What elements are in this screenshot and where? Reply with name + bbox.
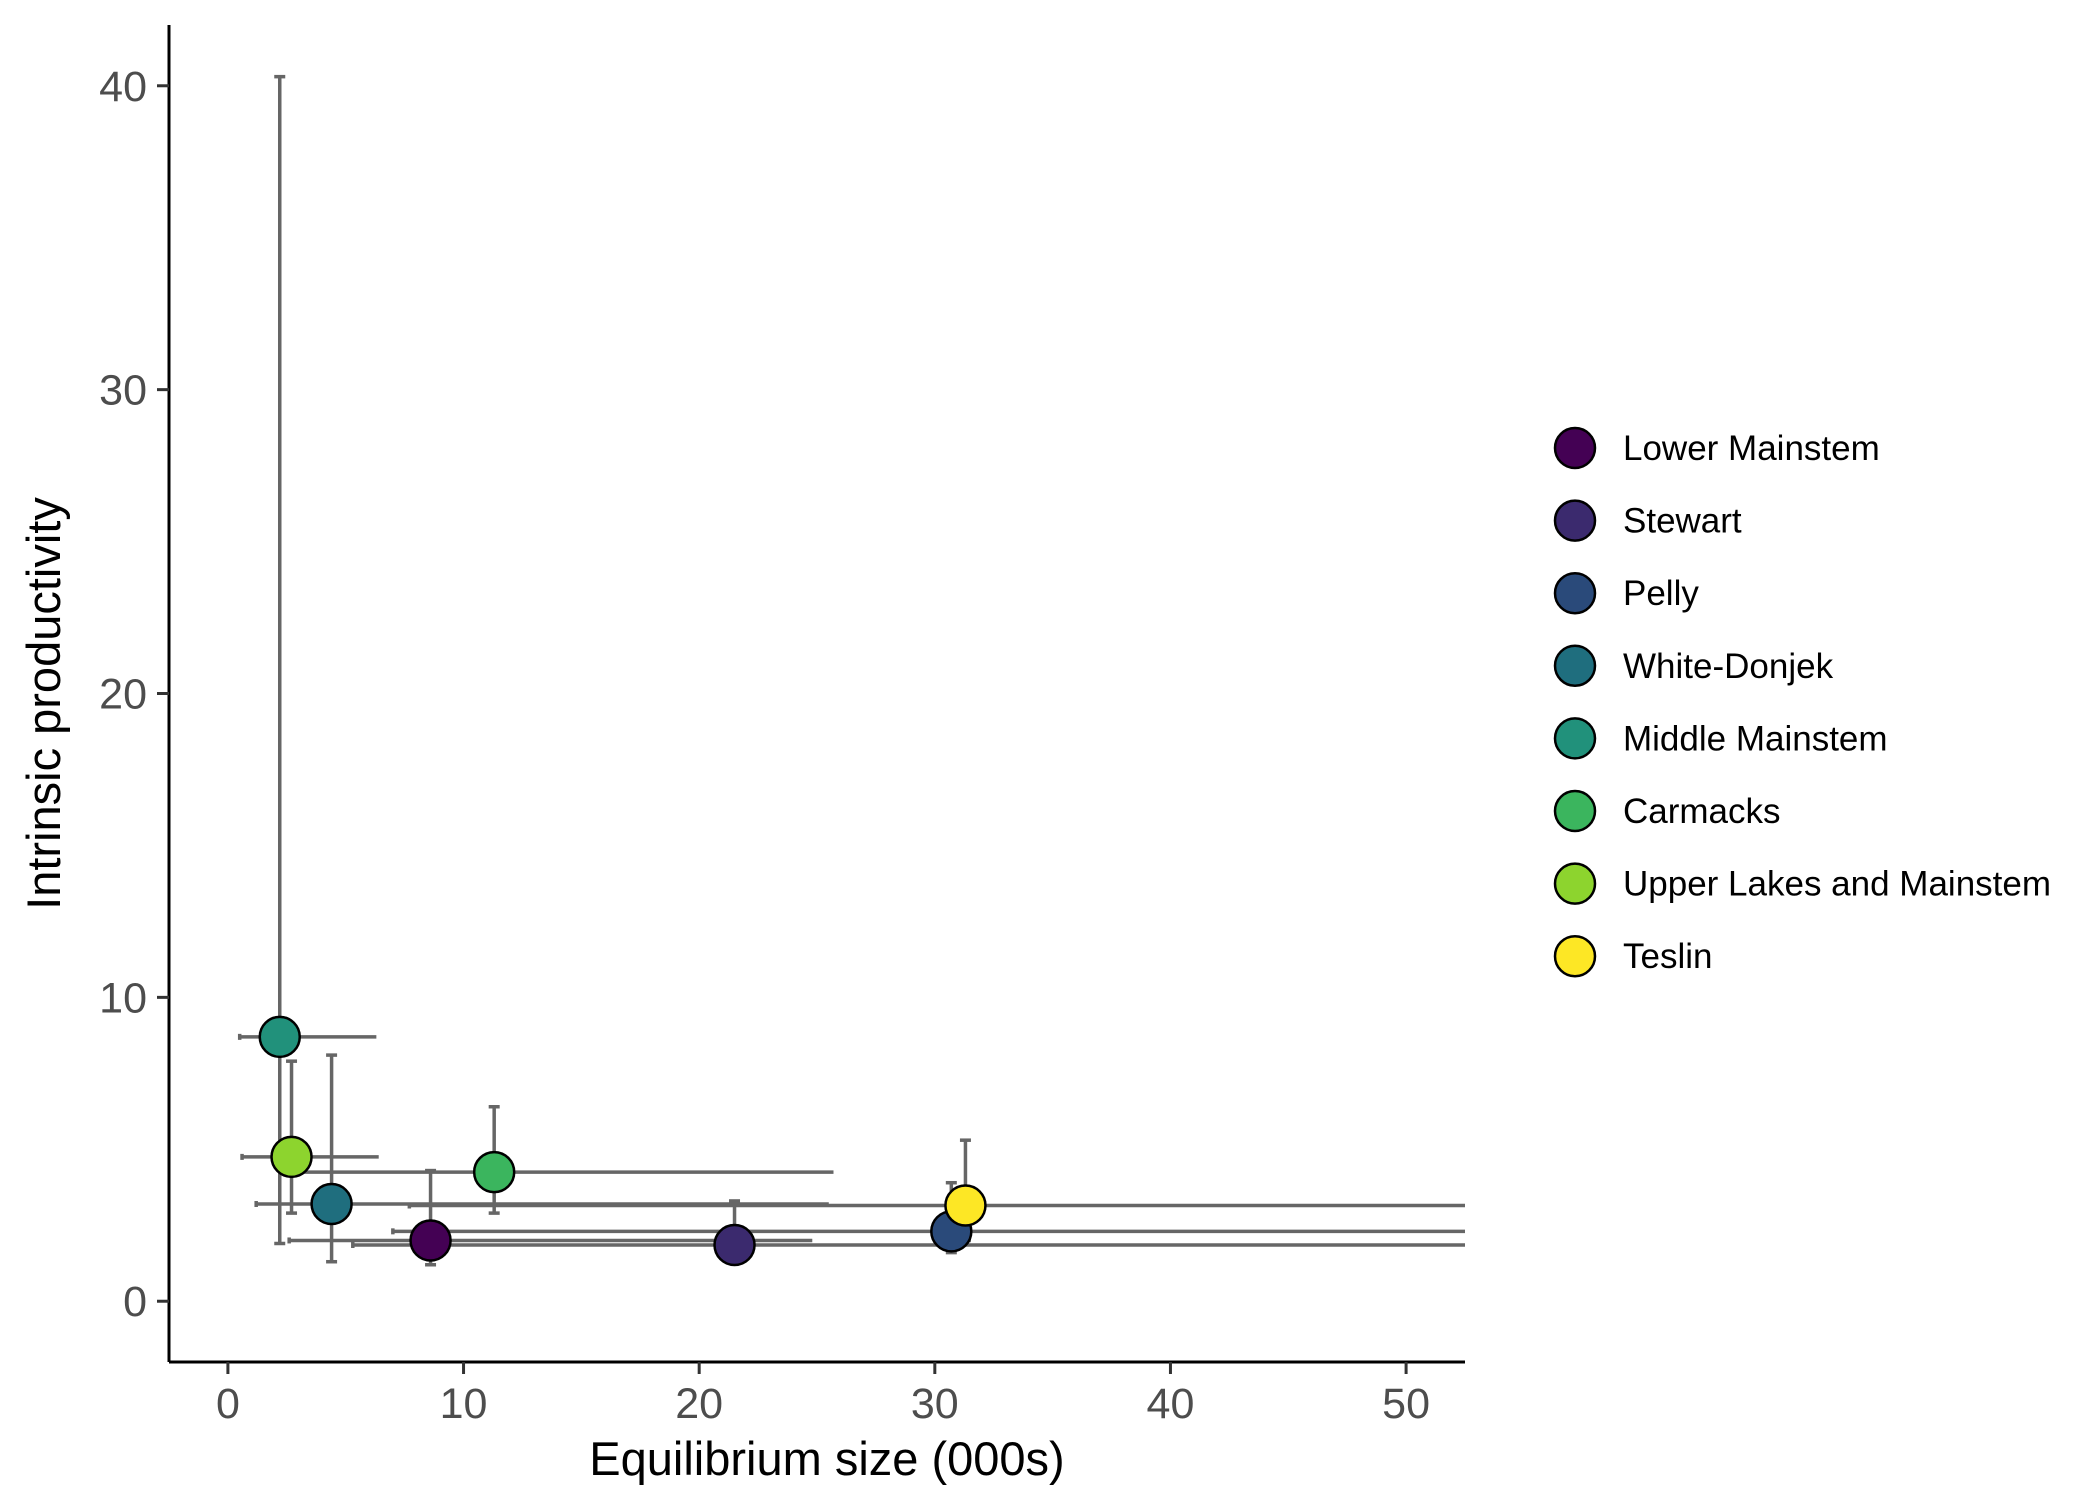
data-point [270,1135,313,1179]
x-tick-label: 40 [1147,1380,1195,1428]
y-tick-label: 30 [99,367,147,415]
x-tick-label: 50 [1382,1380,1430,1428]
x-tick-label: 10 [440,1380,488,1428]
legend-label: Pelly [1623,574,1699,613]
legend-item: Teslin [1553,934,1712,978]
legend-key [1553,644,1597,688]
legend-key [1553,789,1597,833]
y-tick-label: 10 [99,974,147,1022]
legend-key [1553,426,1597,470]
legend-item: Middle Mainstem [1553,717,1888,760]
y-tick-label: 0 [123,1278,147,1326]
axes: 0 10 20 30 40 50 0 10 20 30 40 Equilibrium size (… [17,25,1465,1485]
error-bar [237,74,377,1246]
x-axis-title: Equilibrium size (000s) [589,1432,1064,1485]
x-axis-ticks: 0 10 20 30 40 50 [216,1362,1430,1428]
legend-key [1553,717,1597,760]
legend-item: White-Donjek [1553,644,1834,688]
x-tick-label: 30 [911,1380,959,1428]
legend-key [1553,934,1597,978]
data-point [310,1182,353,1226]
legend-item: Upper Lakes and Mainstem [1553,862,2051,905]
legend-label: Lower Mainstem [1623,429,1880,468]
legend-item: Pelly [1553,571,1699,615]
data-point [409,1219,452,1262]
data-point [258,1015,301,1059]
y-axis-ticks: 0 10 20 30 40 [99,63,169,1326]
legend-key [1553,862,1597,905]
data-points [258,1015,987,1267]
y-tick-label: 40 [99,63,147,111]
legend-item: Stewart [1553,499,1742,542]
error-bar [351,1199,1465,1255]
legend-label: Stewart [1623,502,1742,541]
error-bar [240,1059,379,1215]
legend: Lower Mainstem Stewart Pelly White-Donjek Mi… [1553,426,2051,978]
legend-label: Middle Mainstem [1623,719,1888,758]
y-tick-label: 20 [99,671,147,719]
error-bar [287,1105,834,1215]
y-axis-title: Intrinsic productivity [17,497,70,910]
data-point [944,1184,987,1227]
legend-key [1553,571,1597,615]
data-point [472,1150,516,1194]
legend-item: Carmacks [1553,789,1781,833]
legend-label: Carmacks [1623,792,1781,831]
data-point [713,1223,756,1267]
x-tick-label: 20 [675,1380,723,1428]
x-tick-label: 0 [216,1380,240,1428]
legend-label: Teslin [1623,937,1712,976]
legend-item: Lower Mainstem [1553,426,1880,470]
error-bars [237,74,1465,1267]
legend-label: White-Donjek [1623,647,1834,686]
legend-label: Upper Lakes and Mainstem [1623,865,2051,904]
legend-key [1553,499,1597,542]
